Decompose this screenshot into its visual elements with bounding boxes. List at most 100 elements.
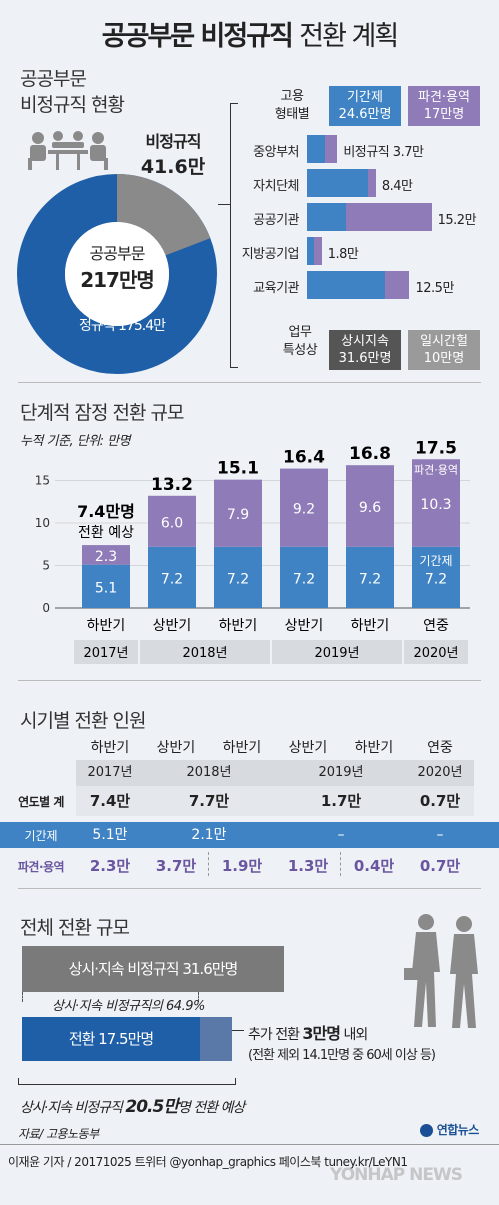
additional-amount: 3만명	[302, 1024, 341, 1043]
stacked-bar-chart: 0 5 10 15 5.1 2.3 하반기 7.2 6.0 상반기 13.2 7.2 7.9 하반기 15.…	[35, 440, 470, 664]
total-conversion-text: 상시·지속 비정규직 20.5만명 전환 예상	[20, 1092, 245, 1117]
timeline-dispatch-0: 2.3만	[89, 857, 131, 875]
timeline-period-0: 하반기	[90, 740, 130, 756]
additional-text: 추가 전환 3만명 내외	[248, 1020, 368, 1044]
timeline-dash-0	[208, 852, 210, 876]
bar-label-fixed-1: 7.2	[161, 571, 183, 587]
bar-label-dispatch-2: 7.9	[227, 507, 249, 523]
org-name-3: 지방공기업	[241, 247, 300, 262]
brand-text: 연합뉴스	[436, 1123, 480, 1137]
task-type-label: 업무 특성상	[270, 324, 330, 360]
series-label-dispatch: 파견·용역	[414, 463, 458, 476]
additional-note: (전환 제외 14.1만명 중 60세 이상 등)	[248, 1048, 436, 1063]
tag-fixed-term-line1: 기간제	[347, 90, 383, 105]
timeline-period-2: 하반기	[222, 740, 262, 756]
timeline-year-2: 2019년	[274, 760, 408, 786]
timeline-total-3: 0.7만	[406, 786, 474, 816]
percent-line-left	[22, 992, 24, 1002]
timeline-total-0: 7.4만	[76, 786, 144, 816]
category-label-5: 연중	[423, 618, 449, 634]
credit-line: 이재윤 기자 / 20171025 트위터 @yonhap_graphics 페…	[8, 1155, 408, 1169]
category-label-0: 하반기	[87, 618, 126, 634]
org-bar-dispatch-3	[313, 237, 322, 265]
divider-3	[18, 888, 481, 889]
task-type-label-line2: 특성상	[282, 343, 318, 358]
chart-title: 단계적 잠정 전환 규모	[20, 402, 184, 424]
timeline-dispatch-1: 3.7만	[155, 857, 197, 875]
chart-subtitle: 누적 기준, 단위: 만명	[20, 434, 131, 449]
percent-line-right	[198, 992, 200, 1002]
timeline-year-3: 2020년	[406, 760, 474, 786]
bar-label-dispatch-1: 6.0	[161, 515, 183, 531]
employment-type-label: 고용 형태별	[262, 88, 322, 124]
bar-label-dispatch-0: 2.3	[95, 549, 117, 565]
org-value-4: 12.5만	[415, 281, 455, 296]
org-value-0: 비정규직 3.7만	[343, 145, 424, 160]
divider-1	[18, 382, 481, 383]
status-heading-line2: 비정규직 현황	[20, 94, 125, 116]
ytick-label-0: 0	[42, 601, 50, 615]
bar-label-fixed-3: 7.2	[293, 571, 315, 587]
bracket-bottom	[230, 367, 238, 368]
category-label-2: 하반기	[219, 618, 258, 634]
timeline-total-label: 연도별 계	[18, 795, 64, 809]
employment-type-label-line2: 형태별	[274, 107, 310, 122]
additional-suffix: 내외	[340, 1027, 368, 1043]
tag-fixed-term: 기간제 24.6만명	[329, 86, 401, 126]
timeline-fixed-3: –	[436, 827, 444, 843]
bar-label-dispatch-3: 9.2	[293, 502, 315, 518]
overall-heading: 전체 전환 규모	[20, 917, 130, 939]
tag-temporary-line2: 10만명	[423, 351, 465, 366]
ytick-label-5: 5	[42, 559, 50, 573]
timeline-period-3: 상반기	[288, 740, 328, 756]
timeline-year-0: 2017년	[76, 760, 144, 786]
tag-fixed-term-line2: 24.6만명	[338, 107, 392, 122]
org-value-1: 8.4만	[381, 179, 413, 194]
bar-fixed-3	[280, 546, 328, 608]
total-label-5: 17.5	[415, 440, 457, 458]
bar-fixed-0	[82, 564, 130, 608]
total-label-4: 16.8	[349, 444, 391, 464]
timeline-dispatch-3: 1.3만	[287, 857, 329, 875]
org-name-4: 교육기관	[253, 281, 299, 296]
footer-divider	[0, 1144, 499, 1145]
additional-bar	[200, 1017, 232, 1061]
additional-connector	[232, 1030, 244, 1031]
category-label-1: 상반기	[153, 618, 192, 634]
bracket-top	[230, 103, 238, 104]
timeline-dispatch-2: 1.9만	[221, 857, 263, 875]
org-value-3: 1.8만	[327, 247, 359, 262]
task-type-label-line1: 업무	[288, 325, 312, 340]
nonregular-value: 41.6만	[140, 156, 206, 178]
bar-dispatch-1	[148, 495, 196, 547]
continuous-bar: 상시·지속 비정규직 31.6만명	[22, 946, 284, 992]
title-light: 전환 계획	[299, 21, 399, 52]
percent-note: 상시·지속 비정규직의 64.9%	[52, 999, 205, 1014]
bar-label-fixed-0: 5.1	[95, 580, 117, 596]
org-value-2: 15.2만	[437, 213, 477, 228]
timeline-period-4: 하반기	[354, 740, 394, 756]
timeline-year-1: 2018년	[142, 760, 276, 786]
series-label-fixed: 기간제	[419, 554, 452, 568]
org-bar-dispatch-2	[345, 203, 432, 231]
nonregular-label: 비정규직	[145, 132, 202, 151]
title-bold: 공공부문 비정규직	[101, 21, 294, 52]
year-band-0	[74, 640, 138, 664]
bar-fixed-4	[346, 546, 394, 608]
year-label-2: 2019년	[314, 646, 359, 661]
employment-rows: 중앙부처 비정규직 3.7만 자치단체 8.4만 공공기관 15.2만 지방공기업 1.8만 교…	[237, 135, 499, 305]
status-donut	[17, 174, 217, 374]
tag-dispatch-line2: 17만명	[423, 107, 465, 122]
org-name-1: 자치단체	[253, 179, 299, 194]
bar-dispatch-2	[214, 479, 262, 547]
nonregular-callout: 비정규직 41.6만	[128, 128, 218, 179]
org-bar-fixed-4	[307, 271, 385, 299]
total-prefix: 상시·지속 비정규직	[20, 1100, 126, 1116]
bar-fixed-5	[412, 546, 460, 608]
bar-dispatch-0	[82, 545, 130, 565]
year-label-0: 2017년	[83, 646, 128, 661]
timeline-dash-1	[340, 852, 342, 876]
donut-center: 공공부문 217만명	[57, 240, 177, 293]
year-label-3: 2020년	[413, 646, 458, 661]
bar-label-dispatch-4: 9.6	[359, 500, 381, 516]
